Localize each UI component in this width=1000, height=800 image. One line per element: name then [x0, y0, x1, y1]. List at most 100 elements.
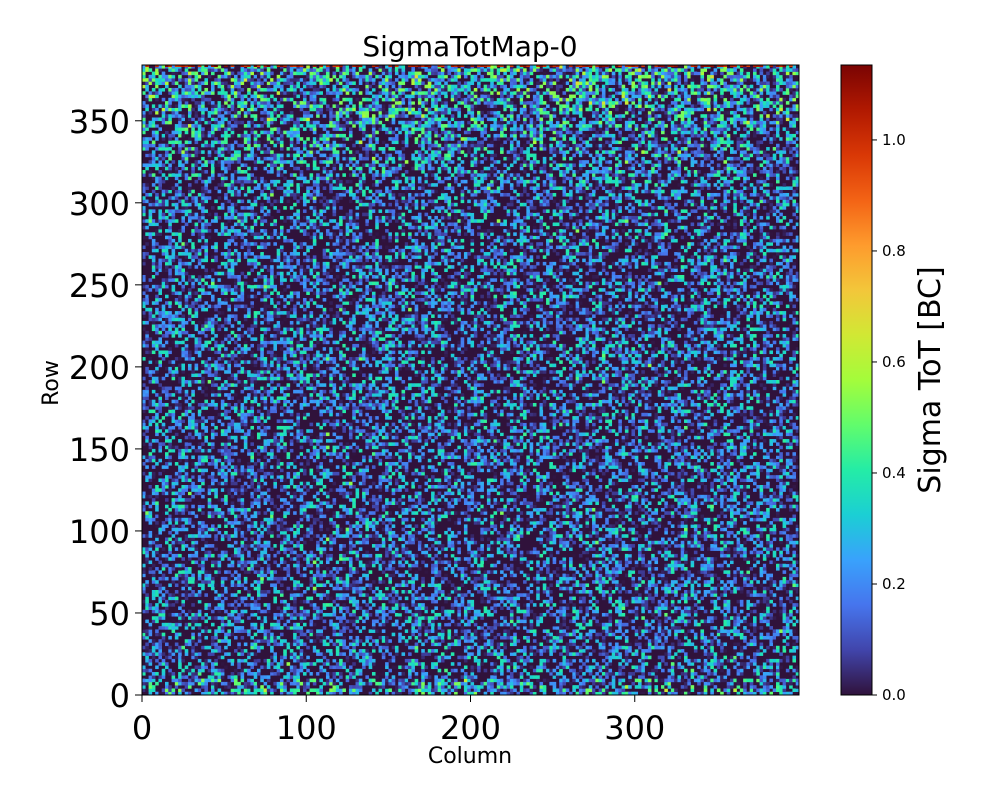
heatmap-cell	[348, 652, 353, 656]
heatmap-cell	[342, 622, 346, 627]
heatmap-cell	[165, 688, 169, 693]
heatmap-cell	[181, 675, 185, 679]
heatmap-cell	[700, 547, 705, 551]
heatmap-cell	[450, 606, 455, 610]
heatmap-cell	[615, 688, 619, 693]
heatmap-cell	[365, 537, 369, 542]
heatmap-cell	[486, 685, 491, 689]
heatmap-cell	[536, 586, 540, 591]
heatmap-cell	[483, 632, 488, 637]
heatmap-cell	[414, 645, 419, 650]
heatmap-cell	[559, 645, 563, 650]
heatmap-cell	[440, 675, 445, 679]
heatmap-cell	[762, 678, 767, 683]
heatmap-cell	[421, 596, 425, 601]
heatmap-cell	[776, 685, 780, 689]
heatmap-cell	[145, 606, 149, 610]
heatmap-cell	[263, 665, 268, 670]
heatmap-cell	[661, 678, 665, 683]
heatmap-cell	[339, 691, 343, 695]
heatmap-cell	[674, 593, 678, 597]
heatmap-cell	[342, 596, 346, 601]
heatmap-cell	[204, 553, 208, 558]
heatmap-cell	[647, 622, 652, 627]
heatmap-cell	[785, 563, 790, 568]
heatmap-cell	[785, 537, 790, 542]
heatmap-cell	[375, 596, 379, 601]
heatmap-cell	[697, 622, 701, 627]
heatmap-cell	[444, 612, 448, 617]
heatmap-cell	[723, 649, 728, 653]
heatmap-cell	[641, 606, 645, 610]
heatmap-cell	[191, 639, 195, 643]
heatmap-cell	[608, 573, 613, 578]
heatmap-cell	[220, 580, 225, 584]
heatmap-cell	[388, 544, 392, 548]
heatmap-cell	[776, 563, 780, 568]
heatmap-cell	[427, 537, 432, 542]
heatmap-cell	[270, 583, 274, 588]
heatmap-cell	[690, 658, 695, 663]
heatmap-cell	[480, 681, 484, 686]
heatmap-cell	[710, 590, 714, 594]
heatmap-cell	[690, 586, 695, 591]
heatmap-cell	[243, 668, 248, 673]
heatmap-cell	[142, 534, 146, 538]
heatmap-cell	[362, 612, 366, 617]
heatmap-cell	[792, 616, 797, 620]
heatmap-cell	[697, 540, 701, 545]
heatmap-cell	[345, 593, 350, 597]
heatmap-cell	[720, 593, 724, 597]
heatmap-cell	[230, 662, 235, 666]
heatmap-cell	[401, 672, 406, 676]
heatmap-cell	[769, 691, 774, 695]
heatmap-cell	[273, 586, 277, 591]
heatmap-cell	[414, 672, 419, 676]
heatmap-cell	[145, 675, 149, 679]
heatmap-cell	[424, 570, 429, 574]
heatmap-cell	[348, 557, 353, 561]
heatmap-cell	[601, 537, 606, 542]
heatmap-cell	[608, 537, 613, 542]
heatmap-cell	[503, 583, 507, 588]
heatmap-cell	[552, 590, 557, 594]
heatmap-cell	[769, 635, 774, 640]
heatmap-cell	[483, 609, 488, 614]
heatmap-cell	[362, 629, 366, 633]
heatmap-cell	[772, 672, 777, 676]
heatmap-cell	[316, 649, 320, 653]
heatmap-cell	[483, 576, 488, 581]
heatmap-cell	[378, 685, 383, 689]
heatmap-cell	[588, 632, 593, 637]
heatmap-cell	[266, 665, 271, 670]
heatmap-cell	[621, 567, 626, 571]
heatmap-cell	[214, 685, 218, 689]
heatmap-cell	[417, 547, 422, 551]
heatmap-cell	[148, 547, 153, 551]
heatmap-cell	[279, 612, 284, 617]
heatmap-cell	[165, 553, 169, 558]
heatmap-cell	[680, 619, 685, 624]
heatmap-cell	[263, 593, 268, 597]
heatmap-cell	[523, 662, 527, 666]
heatmap-cell	[526, 560, 530, 565]
heatmap-cell	[398, 685, 402, 689]
heatmap-cell	[457, 606, 461, 610]
heatmap-cell	[319, 609, 323, 614]
heatmap-cell	[440, 691, 445, 695]
heatmap-cell	[161, 658, 166, 663]
heatmap-cell	[161, 573, 166, 578]
heatmap-cell	[302, 612, 307, 617]
heatmap-cell	[316, 609, 320, 614]
heatmap-cell	[168, 685, 172, 689]
heatmap-cell	[296, 645, 300, 650]
heatmap-cell	[598, 567, 603, 571]
heatmap-cell	[506, 635, 511, 640]
heatmap-cell	[555, 580, 560, 584]
heatmap-cell	[759, 573, 764, 578]
heatmap-cell	[365, 570, 369, 574]
heatmap-cell	[168, 645, 172, 650]
heatmap-cell	[227, 691, 231, 695]
heatmap-cell	[339, 583, 343, 588]
heatmap-cell	[693, 544, 698, 548]
